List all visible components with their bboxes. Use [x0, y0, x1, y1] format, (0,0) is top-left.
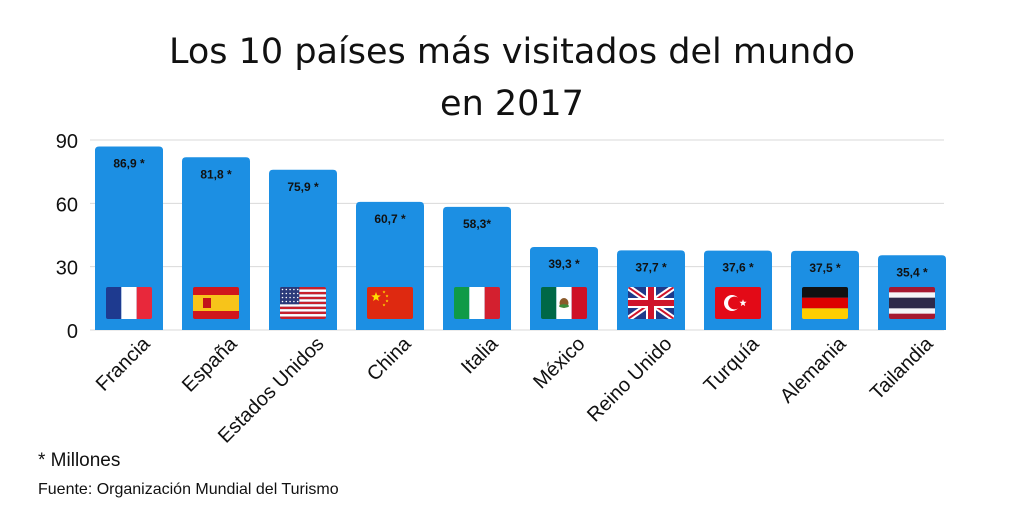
x-tick-label: Tailandia	[866, 332, 938, 404]
china-flag-icon	[367, 287, 413, 319]
x-tick-label: Italia	[457, 332, 503, 378]
y-tick-label: 60	[56, 194, 78, 216]
data-label: 58,3*	[463, 217, 491, 231]
units-footnote: * Millones	[38, 450, 121, 471]
x-tick-label: Alemania	[776, 332, 851, 407]
usa-flag-icon	[280, 287, 326, 319]
data-label: 39,3 *	[548, 257, 580, 271]
mexico-flag-icon	[541, 287, 587, 319]
data-label: 37,6 *	[722, 261, 754, 275]
bar	[182, 157, 250, 330]
x-tick-label: Francia	[92, 332, 155, 395]
data-label: 75,9 *	[287, 180, 319, 194]
chart-title: Los 10 países más visitados del mundo en…	[0, 26, 1024, 130]
x-tick-label: España	[178, 332, 242, 396]
thailand-flag-icon	[889, 287, 935, 319]
y-tick-label: 0	[67, 321, 78, 343]
y-tick-label: 90	[56, 131, 78, 153]
x-tick-label: China	[363, 332, 416, 385]
bar	[95, 146, 163, 330]
data-label: 60,7 *	[374, 212, 406, 226]
x-tick-label: Reino Unido	[583, 333, 676, 426]
france-flag-icon	[106, 287, 152, 319]
x-tick-label: México	[529, 333, 589, 393]
data-label: 86,9 *	[113, 157, 145, 171]
chart-title-line-2: en 2017	[440, 84, 584, 124]
turkey-flag-icon	[715, 287, 761, 319]
y-tick-label: 30	[56, 258, 78, 280]
data-label: 37,5 *	[809, 261, 841, 275]
x-tick-label: Turquía	[700, 332, 764, 396]
data-label: 35,4 *	[896, 265, 928, 279]
data-label: 37,7 *	[635, 260, 667, 274]
germany-flag-icon	[802, 287, 848, 319]
uk-flag-icon	[628, 287, 674, 319]
source-note: Fuente: Organización Mundial del Turismo	[38, 481, 339, 498]
chart-title-line-1: Los 10 países más visitados del mundo	[169, 32, 855, 72]
spain-flag-icon	[193, 287, 239, 319]
italy-flag-icon	[454, 287, 500, 319]
data-label: 81,8 *	[200, 167, 232, 181]
